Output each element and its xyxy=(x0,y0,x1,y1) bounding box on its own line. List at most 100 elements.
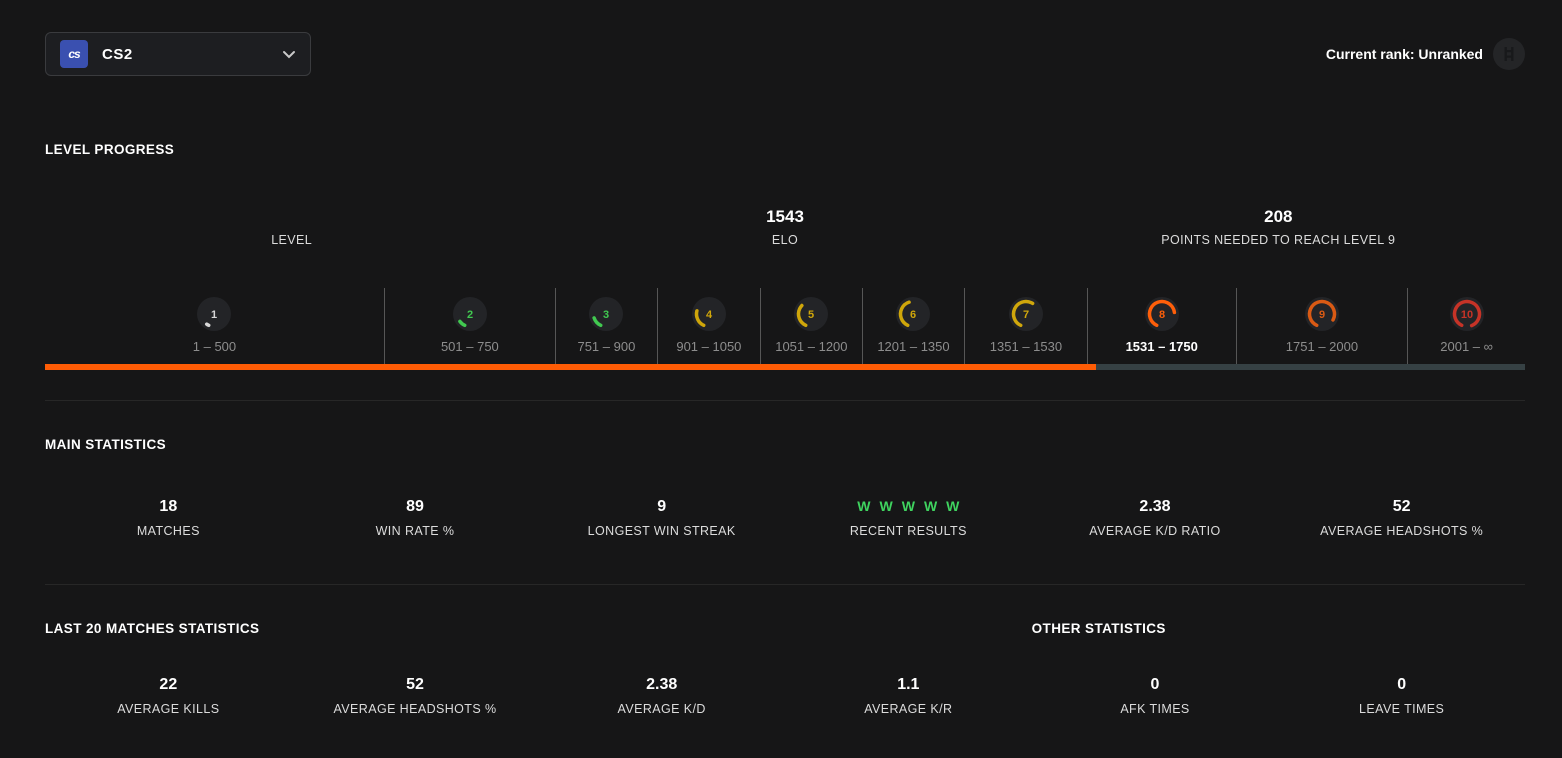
stat-value: 52 xyxy=(406,676,424,693)
svg-text:8: 8 xyxy=(1159,309,1165,321)
stat-label: AFK TIMES xyxy=(1120,702,1190,716)
level-progress-bar xyxy=(45,364,1525,370)
level-segment: 4 901 – 1050 xyxy=(656,288,760,364)
section-divider xyxy=(45,584,1525,585)
game-selector-dropdown[interactable]: cs CS2 xyxy=(45,32,311,76)
result-w: W xyxy=(857,498,871,514)
stat-label: AVERAGE HEADSHOTS % xyxy=(333,702,497,716)
stat-value: 1.1 xyxy=(897,676,920,693)
level-range-label: 1201 – 1350 xyxy=(877,339,950,354)
stat-label: AVERAGE KILLS xyxy=(117,702,220,716)
level-segment: 10 2001 – ∞ xyxy=(1407,288,1525,364)
svg-text:4: 4 xyxy=(706,309,713,321)
stat-item: 18 MATCHES xyxy=(45,498,292,538)
level-segment: 8 1531 – 1750 xyxy=(1086,288,1236,364)
bottom-statistics-row: 22 AVERAGE KILLS 52 AVERAGE HEADSHOTS % 2.38… xyxy=(45,676,1525,716)
level-range-label: 501 – 750 xyxy=(440,339,499,354)
stat-value: 89 xyxy=(406,498,424,515)
level-range-label: 1 – 500 xyxy=(192,339,237,354)
stat-value: 0 xyxy=(1397,676,1407,693)
level-badge-icon: 2 xyxy=(452,297,487,331)
chevron-down-icon[interactable] xyxy=(282,50,296,59)
bottom-statistics-titles: LAST 20 MATCHES STATISTICS OTHER STATIST… xyxy=(45,621,1525,636)
svg-text:1: 1 xyxy=(211,309,217,321)
summary-value xyxy=(45,207,538,228)
stat-label: MATCHES xyxy=(136,524,200,538)
svg-text:3: 3 xyxy=(603,309,609,321)
stat-label: LEAVE TIMES xyxy=(1359,702,1445,716)
other-statistics-title: OTHER STATISTICS xyxy=(1031,621,1166,636)
stat-label: AVERAGE HEADSHOTS % xyxy=(1320,524,1484,538)
level-segment: 5 1051 – 1200 xyxy=(759,288,862,364)
level-segment: 2 501 – 750 xyxy=(383,288,555,364)
cs2-logo-icon: cs xyxy=(60,40,88,68)
ladder-rank-icon xyxy=(1493,38,1525,70)
level-segment: 9 1751 – 2000 xyxy=(1235,288,1408,364)
stat-item: 0 AFK TIMES xyxy=(1032,676,1279,716)
level-segment: 3 751 – 900 xyxy=(554,288,657,364)
stat-label: LONGEST WIN STREAK xyxy=(587,524,736,538)
stat-label: AVERAGE K/R xyxy=(864,702,953,716)
stat-item: 9 LONGEST WIN STREAK xyxy=(538,498,785,538)
stat-value: 0 xyxy=(1150,676,1160,693)
stat-item: 1.1 AVERAGE K/R xyxy=(785,676,1032,716)
stat-item: 52 AVERAGE HEADSHOTS % xyxy=(292,676,539,716)
current-rank-label: Current rank: Unranked xyxy=(1325,46,1483,62)
game-selector-label: CS2 xyxy=(102,45,133,63)
stat-value: 9 xyxy=(657,498,667,515)
stat-value: 18 xyxy=(159,498,178,515)
header: cs CS2 Current rank: Unranked xyxy=(45,0,1525,76)
stat-label: RECENT RESULTS xyxy=(849,524,967,538)
result-w: W xyxy=(923,498,938,514)
stat-value: 22 xyxy=(159,676,178,693)
summary-value: 208 xyxy=(1264,207,1293,226)
level-range-label: 1531 – 1750 xyxy=(1125,339,1198,354)
level-progress-title: LEVEL PROGRESS xyxy=(45,142,175,157)
current-rank: Current rank: Unranked xyxy=(1326,38,1525,70)
level-progress-fill xyxy=(45,364,1096,370)
last-20-matches-title: LAST 20 MATCHES STATISTICS xyxy=(45,621,260,636)
result-w: W xyxy=(879,498,893,514)
stat-item: 22 AVERAGE KILLS xyxy=(45,676,292,716)
svg-text:2: 2 xyxy=(467,309,473,321)
svg-text:5: 5 xyxy=(808,309,814,321)
svg-text:6: 6 xyxy=(910,309,916,321)
summary-label: LEVEL xyxy=(271,233,313,247)
stat-value: 52 xyxy=(1392,498,1411,515)
stat-item: 0 LEAVE TIMES xyxy=(1278,676,1525,716)
level-badge-icon: 9 xyxy=(1304,297,1339,331)
summary-label: POINTS NEEDED TO REACH LEVEL 9 xyxy=(1161,233,1396,247)
level-range-label: 1051 – 1200 xyxy=(775,339,848,354)
level-badge-icon: 7 xyxy=(1008,297,1043,331)
stat-value: 2.38 xyxy=(1139,498,1171,515)
main-statistics-row: 18 MATCHES 89 WIN RATE % 9 LONGEST WIN STREAK… xyxy=(45,498,1525,538)
summary-item: LEVEL xyxy=(45,207,538,247)
result-w: W xyxy=(901,498,915,514)
summary-label: ELO xyxy=(771,233,799,247)
svg-text:9: 9 xyxy=(1319,309,1325,321)
level-badge-icon: 3 xyxy=(589,297,624,331)
stat-item: W W W W W RECENT RESULTS xyxy=(785,498,1032,538)
stat-label: AVERAGE K/D xyxy=(617,702,706,716)
svg-text:10: 10 xyxy=(1460,309,1472,321)
stat-item: 2.38 AVERAGE K/D RATIO xyxy=(1032,498,1279,538)
level-range-label: 751 – 900 xyxy=(577,339,636,354)
level-badge-icon: 8 xyxy=(1144,297,1179,331)
level-badge-icon: 6 xyxy=(896,297,931,331)
level-segment: 1 1 – 500 xyxy=(45,288,384,364)
level-segment: 6 1201 – 1350 xyxy=(861,288,964,364)
svg-text:7: 7 xyxy=(1023,309,1029,321)
level-range-label: 2001 – ∞ xyxy=(1440,339,1493,354)
level-range-label: 1751 – 2000 xyxy=(1285,339,1359,354)
stat-item: 52 AVERAGE HEADSHOTS % xyxy=(1278,498,1525,538)
section-divider xyxy=(45,400,1525,401)
stat-label: WIN RATE % xyxy=(375,524,455,538)
main-statistics-title: MAIN STATISTICS xyxy=(45,437,166,452)
summary-item: 208 POINTS NEEDED TO REACH LEVEL 9 xyxy=(1032,207,1525,247)
stat-value: 2.38 xyxy=(646,676,678,693)
summary-item: 1543 ELO xyxy=(538,207,1031,247)
stat-item: 2.38 AVERAGE K/D xyxy=(538,676,785,716)
level-range-label: 1351 – 1530 xyxy=(989,339,1063,354)
